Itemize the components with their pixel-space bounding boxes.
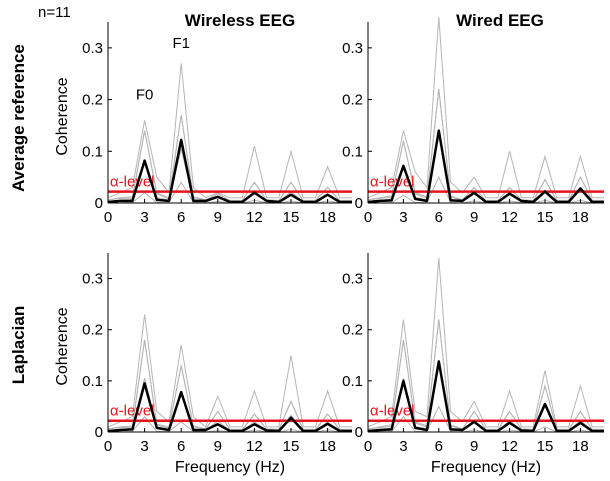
x-tick-label: 12 bbox=[501, 209, 518, 226]
column-title-wired: Wired EEG bbox=[456, 11, 544, 30]
x-tick-label: 6 bbox=[435, 209, 443, 226]
x-tick-label: 9 bbox=[470, 209, 478, 226]
alpha-level-label: α-level bbox=[370, 403, 415, 420]
y-tick-label: 0 bbox=[355, 424, 363, 441]
x-tick-label: 9 bbox=[214, 209, 222, 226]
panel-wireless-laplacian: α-level 0 3 6 9 12 15 18 0 0.1 0.2 0.3 Coherence Freq… bbox=[54, 253, 353, 476]
y-tick-label: 0.2 bbox=[342, 322, 363, 339]
y-tick-label: 0.3 bbox=[82, 271, 103, 288]
y-tick-label: 0.1 bbox=[82, 373, 103, 390]
y-tick-label: 0.3 bbox=[342, 40, 363, 57]
x-tick-label: 3 bbox=[399, 438, 407, 455]
y-tick-label: 0 bbox=[95, 424, 103, 441]
mean-coherence-line bbox=[107, 382, 352, 433]
x-tick-label: 9 bbox=[214, 438, 222, 455]
x-tick-label: 3 bbox=[140, 438, 148, 455]
y-tick-label: 0.3 bbox=[342, 271, 363, 288]
x-tick-label: 0 bbox=[364, 438, 372, 455]
x-tick-label: 9 bbox=[470, 438, 478, 455]
x-tick-label: 3 bbox=[399, 209, 407, 226]
x-tick-label: 15 bbox=[283, 438, 300, 455]
x-tick-label: 18 bbox=[319, 209, 336, 226]
x-tick-label: 0 bbox=[104, 209, 112, 226]
alpha-level-label: α-level bbox=[370, 174, 415, 191]
subject-trace-max bbox=[107, 63, 352, 199]
x-tick-label: 0 bbox=[364, 209, 372, 226]
column-title-wireless: Wireless EEG bbox=[185, 11, 295, 30]
x-tick-label: 0 bbox=[104, 438, 112, 455]
y-tick-label: 0.1 bbox=[342, 143, 363, 160]
x-tick-label: 6 bbox=[177, 438, 185, 455]
x-tick-label: 3 bbox=[140, 209, 148, 226]
y-tick-label: 0.2 bbox=[82, 92, 103, 109]
y-axis-label: Coherence bbox=[54, 307, 71, 385]
y-tick-label: 0 bbox=[95, 195, 103, 212]
y-tick-label: 0.3 bbox=[82, 40, 103, 57]
x-axis-label: Frequency (Hz) bbox=[175, 459, 285, 476]
row-label-laplacian: Laplacian bbox=[9, 306, 28, 384]
panel-wired-laplacian: α-level 0 3 6 9 12 15 18 0 0.1 0.2 0.3 Frequency (Hz… bbox=[342, 253, 605, 476]
y-tick-label: 0.2 bbox=[82, 322, 103, 339]
peak-label-f1: F1 bbox=[172, 35, 190, 52]
x-tick-label: 15 bbox=[537, 209, 554, 226]
subject-trace-max bbox=[107, 314, 352, 428]
y-axis-label: Coherence bbox=[54, 77, 71, 155]
mean-coherence-line bbox=[367, 129, 604, 204]
x-tick-label: 15 bbox=[283, 209, 300, 226]
x-tick-label: 15 bbox=[537, 438, 554, 455]
n-label: n=11 bbox=[38, 4, 71, 21]
alpha-level-label: α-level bbox=[110, 174, 155, 191]
row-label-average-reference: Average reference bbox=[9, 44, 28, 192]
subject-trace-max bbox=[367, 16, 604, 199]
panel-wired-average: α-level 0 3 6 9 12 15 18 0 0.1 0.2 0.3 bbox=[342, 16, 605, 226]
panel-wireless-average: α-level 0 3 6 9 12 15 18 0 0.1 0.2 0.3 Coherence F0 F1 bbox=[54, 22, 353, 226]
mean-coherence-line bbox=[107, 138, 352, 204]
x-tick-label: 12 bbox=[246, 438, 263, 455]
x-tick-label: 12 bbox=[246, 209, 263, 226]
x-tick-label: 12 bbox=[501, 438, 518, 455]
y-tick-label: 0.1 bbox=[342, 373, 363, 390]
x-axis-label: Frequency (Hz) bbox=[431, 459, 541, 476]
x-tick-label: 18 bbox=[319, 438, 336, 455]
x-tick-label: 18 bbox=[572, 438, 589, 455]
peak-label-f0: F0 bbox=[136, 87, 154, 104]
subject-trace-max bbox=[367, 258, 604, 428]
y-tick-label: 0.2 bbox=[342, 92, 363, 109]
x-tick-label: 6 bbox=[435, 438, 443, 455]
y-tick-label: 0 bbox=[355, 195, 363, 212]
x-tick-label: 18 bbox=[572, 209, 589, 226]
mean-coherence-line bbox=[367, 360, 604, 433]
x-tick-label: 6 bbox=[177, 209, 185, 226]
alpha-level-label: α-level bbox=[110, 403, 155, 420]
y-tick-label: 0.1 bbox=[82, 143, 103, 160]
